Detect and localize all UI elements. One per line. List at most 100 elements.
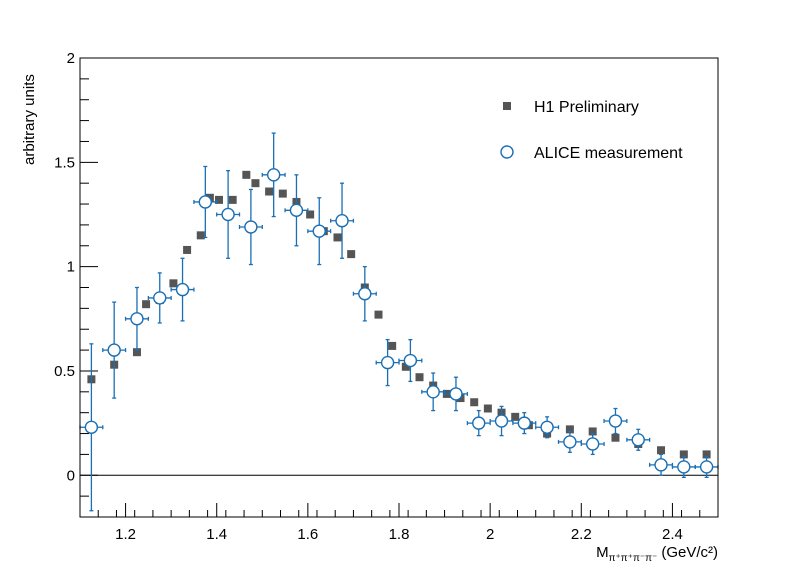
alice-point — [307, 197, 332, 266]
y-tick-label: 0.5 — [54, 363, 75, 380]
alice-point — [421, 372, 446, 412]
alice-point — [79, 343, 104, 512]
alice-marker — [403, 353, 418, 368]
y-tick-label: 1.5 — [54, 154, 75, 171]
alice-marker — [130, 312, 144, 326]
legend: H1 Preliminary ALICE measurement — [500, 99, 683, 162]
alice-point — [580, 432, 605, 456]
alice-point — [489, 405, 514, 437]
y-tick-label: 2 — [67, 50, 75, 67]
x-axis-title-main: M — [596, 544, 609, 561]
h1-point — [265, 187, 274, 196]
alice-point — [648, 453, 674, 476]
legend-label-h1: H1 Preliminary — [534, 99, 639, 116]
x-axis-title-unit: (GeV/c²) — [661, 544, 718, 561]
h1-point — [679, 450, 688, 459]
h1-point — [483, 404, 492, 413]
alice-marker — [244, 220, 258, 234]
alice-marker — [585, 437, 600, 451]
alice-marker — [289, 203, 304, 218]
y-axis-title: arbitrary units — [21, 74, 38, 165]
alice-marker — [426, 385, 440, 399]
h1-point — [401, 362, 410, 371]
h1-point — [511, 412, 520, 421]
alice-point — [466, 409, 491, 437]
h1-point — [251, 179, 260, 188]
alice-point — [352, 265, 377, 322]
alice-point — [124, 286, 150, 351]
x-tick-label: 2.2 — [571, 526, 592, 543]
alice-point — [557, 430, 582, 453]
h1-point — [228, 195, 237, 204]
alice-marker — [84, 420, 99, 434]
h1-point — [374, 310, 383, 319]
alice-marker — [335, 214, 349, 228]
alice-marker — [449, 387, 463, 401]
alice-marker — [198, 195, 213, 209]
alice-marker — [608, 414, 623, 428]
alice-point — [284, 174, 309, 247]
alice-marker — [563, 435, 577, 449]
h1-point — [183, 245, 192, 254]
x-tick-label: 2.4 — [662, 526, 683, 543]
h1-point — [565, 425, 574, 434]
plot-frame — [79, 57, 719, 518]
alice-point — [694, 455, 719, 479]
h1-point — [142, 300, 151, 309]
alice-marker — [699, 460, 714, 474]
h1-point — [657, 446, 666, 455]
h1-point — [214, 195, 223, 204]
x-tick-label: 1.6 — [297, 526, 318, 543]
alice-marker — [494, 414, 509, 428]
alice-point — [375, 339, 400, 387]
alice-point — [398, 339, 423, 383]
alice-marker — [472, 416, 486, 430]
alice-marker — [175, 282, 190, 297]
y-tick-label: 0 — [67, 467, 75, 484]
h1-point — [196, 231, 205, 240]
alice-marker — [358, 287, 372, 301]
h1-point — [388, 341, 397, 350]
alice-marker — [312, 224, 326, 238]
alice-marker — [517, 416, 532, 430]
h1-point — [242, 170, 251, 179]
x-axis-title-sub: π⁺π⁺π⁻π⁻ — [609, 553, 658, 564]
h1-point — [169, 279, 178, 288]
alice-marker — [540, 420, 554, 434]
legend-marker-h1 — [503, 102, 511, 110]
alice-marker — [631, 433, 645, 447]
alice-marker — [107, 343, 121, 357]
y-tick-label: 1 — [67, 259, 75, 276]
h1-point — [306, 210, 315, 219]
alice-point — [216, 170, 241, 259]
alice-marker — [677, 460, 691, 474]
alice-point — [443, 376, 469, 412]
legend-marker-alice — [500, 145, 514, 159]
axes: 1.2 1.4 1.6 1.8 2 2.2 2.4 0 0.5 1 1.5 2 — [54, 50, 719, 543]
alice-point — [512, 412, 537, 435]
alice-point — [626, 428, 651, 451]
alice-point — [238, 188, 263, 266]
alice-marker — [266, 168, 281, 182]
legend-label-alice: ALICE measurement — [534, 145, 683, 162]
h1-point — [333, 233, 342, 242]
h1-point — [702, 450, 711, 459]
x-tick-label: 1.8 — [389, 526, 410, 543]
x-axis-title: Mπ⁺π⁺π⁻π⁻ (GeV/c²) — [596, 544, 718, 564]
h1-point — [415, 373, 424, 382]
alice-point — [329, 182, 355, 259]
alice-marker — [221, 207, 235, 222]
h1-point — [278, 189, 287, 198]
h1-point — [588, 427, 597, 436]
alice-point — [170, 257, 195, 322]
x-tick-label: 1.2 — [115, 526, 136, 543]
alice-point — [147, 272, 172, 324]
h1-point — [132, 348, 141, 357]
alice-point — [102, 301, 127, 399]
alice-point — [261, 132, 286, 218]
alice-point — [603, 407, 628, 435]
alice-point — [535, 416, 560, 439]
x-tick-label: 1.4 — [206, 526, 227, 543]
